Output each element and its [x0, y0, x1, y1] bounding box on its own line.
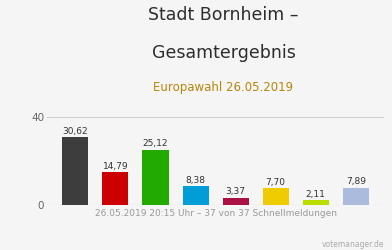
Text: 8,38: 8,38	[185, 176, 205, 186]
X-axis label: 26.05.2019 20:15 Uhr – 37 von 37 Schnellmeldungen: 26.05.2019 20:15 Uhr – 37 von 37 Schnell…	[94, 209, 337, 218]
Text: 7,70: 7,70	[266, 178, 286, 187]
Bar	[343, 188, 369, 205]
Text: 2,11: 2,11	[306, 190, 326, 199]
Text: 14,79: 14,79	[103, 162, 128, 171]
Text: Stadt Bornheim –: Stadt Bornheim –	[148, 6, 299, 24]
Bar	[142, 150, 169, 205]
Text: 7,89: 7,89	[346, 178, 366, 186]
Bar	[102, 172, 129, 205]
Bar	[223, 198, 249, 205]
Text: 3,37: 3,37	[226, 188, 246, 196]
Bar	[62, 137, 89, 205]
Bar	[263, 188, 289, 205]
Bar	[303, 200, 329, 205]
Text: votemanager.de: votemanager.de	[322, 240, 384, 249]
Text: Gesamtergebnis: Gesamtergebnis	[151, 44, 296, 62]
Text: 30,62: 30,62	[63, 127, 88, 136]
Bar	[183, 186, 209, 205]
Text: 25,12: 25,12	[143, 140, 168, 148]
Text: Europawahl 26.05.2019: Europawahl 26.05.2019	[153, 81, 294, 94]
